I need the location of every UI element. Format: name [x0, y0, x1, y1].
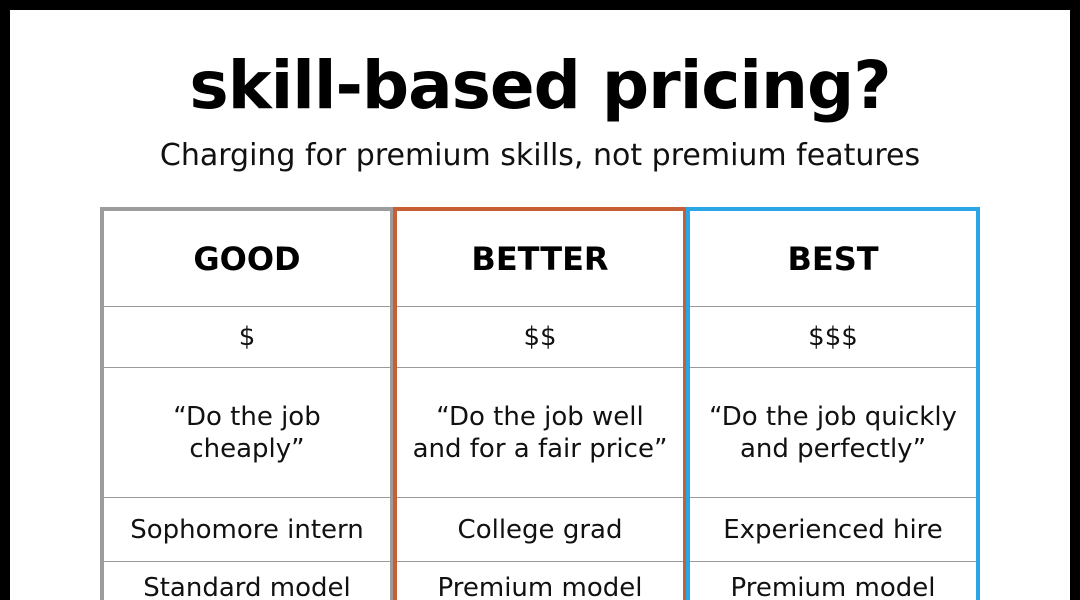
hire-better: College grad — [397, 498, 683, 562]
column-better: BETTER $$ “Do the job well and for a fai… — [393, 207, 687, 600]
quote-good: “Do the job cheaply” — [104, 368, 390, 498]
column-header-best: BEST — [690, 211, 976, 307]
quote-best: “Do the job quickly and perfectly” — [690, 368, 976, 498]
column-good: GOOD $ “Do the job cheaply” Sophomore in… — [100, 207, 394, 600]
column-header-better: BETTER — [397, 211, 683, 307]
model-good: Standard model — [143, 573, 351, 600]
quote-better: “Do the job well and for a fair price” — [397, 368, 683, 498]
quote-better-line1: “Do the job well — [436, 401, 644, 432]
hire-good: Sophomore intern — [104, 498, 390, 562]
model-better: Premium model — [437, 573, 643, 600]
model-best: Premium model — [730, 573, 936, 600]
quote-better-line2: and for a fair price” — [412, 433, 668, 464]
page-subtitle: Charging for premium skills, not premium… — [159, 138, 921, 173]
hire-best: Experienced hire — [690, 498, 976, 562]
column-header-good: GOOD — [104, 211, 390, 307]
page-title: skill-based pricing? — [189, 47, 891, 124]
slide-canvas: skill-based pricing? Charging for premiu… — [10, 10, 1070, 600]
price-better: $$ — [397, 307, 683, 368]
price-best: $$$ — [690, 307, 976, 368]
price-good: $ — [104, 307, 390, 368]
column-best: BEST $$$ “Do the job quickly and perfect… — [686, 207, 980, 600]
quote-good-line2: cheaply” — [189, 433, 305, 464]
quote-best-line1: “Do the job quickly — [709, 401, 957, 432]
quote-best-line2: and perfectly” — [739, 433, 927, 464]
quote-good-line1: “Do the job — [173, 401, 321, 432]
